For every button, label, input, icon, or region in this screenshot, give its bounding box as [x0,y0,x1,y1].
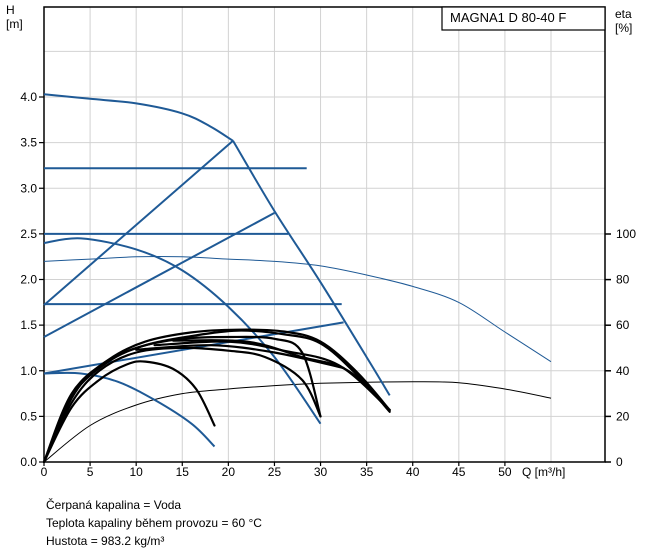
y-right-tick-label: 0 [616,455,623,469]
x-tick-label: 30 [314,465,328,479]
head-curve-7 [43,212,275,338]
power-curve-4 [42,329,391,464]
y-left-tick-label: 2.0 [20,273,37,287]
y-right-tick-label: 60 [616,318,630,332]
x-tick-label: 25 [268,465,282,479]
y-left-axis-label-unit: [m] [6,17,23,31]
y-right-tick-label: 100 [616,227,636,241]
head-curve-6 [43,140,234,306]
power-curve-8 [172,338,391,412]
y-right-tick-label: 80 [616,273,630,287]
x-axis-label: Q [m³/h] [522,465,565,479]
y-left-axis-label-h: H [6,3,15,17]
x-tick-label: 0 [41,465,48,479]
y-left-tick-label: 2.5 [20,227,37,241]
note-temperature: Teplota kapaliny během provozu = 60 °C [46,516,262,530]
x-tick-label: 45 [452,465,466,479]
y-left-tick-label: 1.0 [20,364,37,378]
head-curve-1 [43,93,234,142]
curve-layer [42,93,552,464]
fluid-notes: Čerpaná kapalina = Voda Teplota kapaliny… [46,496,262,550]
y-right-tick-label: 20 [616,409,630,423]
eta-curve-2 [43,381,552,463]
head-curve-2 [232,140,391,396]
y-left-tick-label: 0.5 [20,409,37,423]
y-left-tick-label: 1.5 [20,318,37,332]
model-label-frame [441,6,606,31]
power-curve-2 [42,346,322,464]
x-tick-label: 15 [176,465,190,479]
x-tick-label: 20 [222,465,236,479]
model-label-box: MAGNA1 D 80-40 F [441,6,606,31]
note-fluid: Čerpaná kapalina = Voda [46,498,182,512]
y-right-tick-label: 40 [616,364,630,378]
model-label: MAGNA1 D 80-40 F [450,10,566,25]
x-tick-label: 35 [360,465,374,479]
y-right-axis-label-eta: eta [615,7,632,21]
x-tick-label: 40 [406,465,420,479]
x-tick-label: 10 [130,465,144,479]
y-left-tick-label: 4.0 [20,90,37,104]
y-left-tick-label: 3.5 [20,136,37,150]
note-density: Hustota = 983.2 kg/m³ [46,534,165,548]
head-curve-10 [43,371,216,448]
y-left-tick-label: 0.0 [20,455,37,469]
x-tick-label: 50 [498,465,512,479]
y-left-tick-label: 3.0 [20,181,37,195]
power-curve-5 [42,328,391,464]
power-curve-1 [42,360,216,464]
x-tick-label: 5 [87,465,94,479]
y-right-axis-label-unit: [%] [615,21,632,35]
head-curve-9 [43,237,322,425]
pump-performance-svg: 0.0 0.5 1.0 1.5 2.0 2.5 3.0 3.5 4.0 0 20 40 60 80 100 0… [6,3,636,479]
eta-curve-1 [43,256,552,363]
axis-layer: 0.0 0.5 1.0 1.5 2.0 2.5 3.0 3.5 4.0 0 20 40 60 80 100 0… [20,90,636,479]
